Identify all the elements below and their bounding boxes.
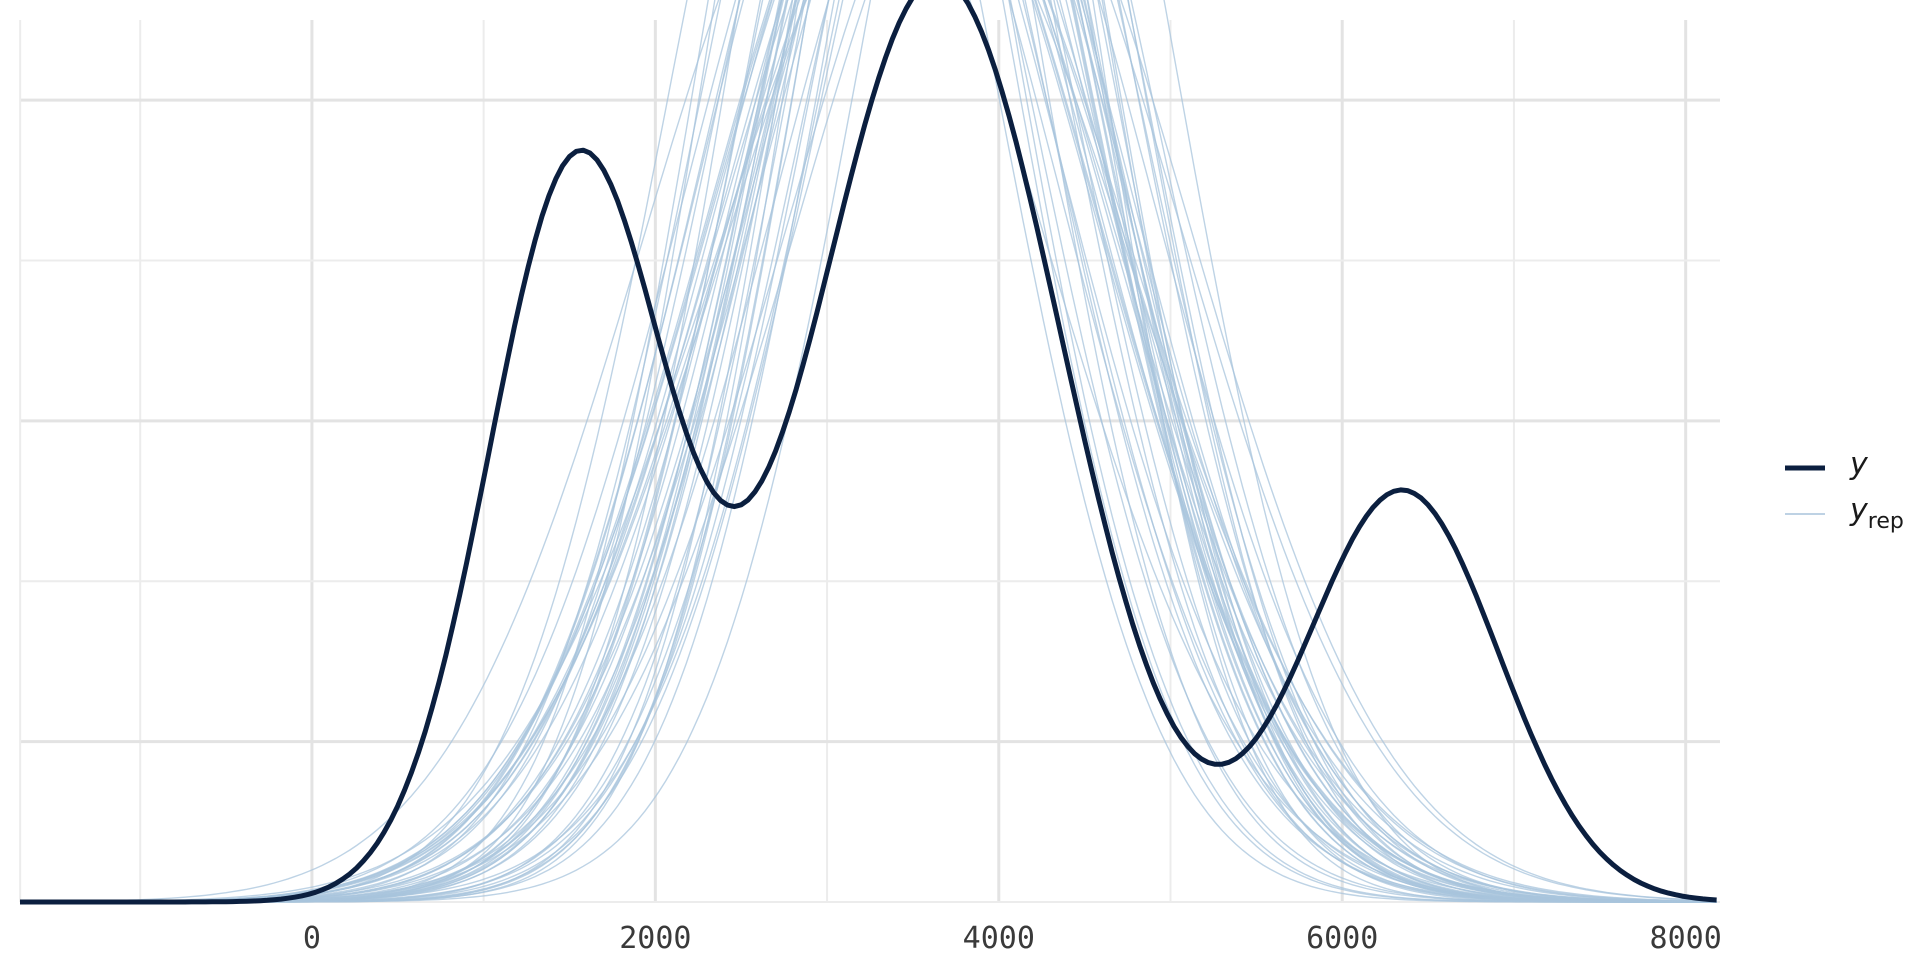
legend-label-yrep-main: y xyxy=(1849,493,1869,528)
x-tick-label-0: 0 xyxy=(303,921,321,956)
yrep-line-21 xyxy=(20,0,1717,903)
y-series xyxy=(20,0,1717,905)
yrep-line-36 xyxy=(20,0,1717,903)
yrep-line-10 xyxy=(20,0,1717,903)
x-tick-label-3: 6000 xyxy=(1306,921,1378,956)
yrep-line-46 xyxy=(20,0,1717,903)
yrep-line-17 xyxy=(20,0,1717,903)
yrep-line-13 xyxy=(20,0,1717,903)
yrep-line-35 xyxy=(20,0,1717,903)
yrep-line-31 xyxy=(20,0,1717,903)
legend: y yrep xyxy=(1785,447,1904,534)
grid-lines xyxy=(19,20,1720,903)
yrep-line-12 xyxy=(20,0,1717,903)
x-tick-label-4: 8000 xyxy=(1650,921,1722,956)
yrep-line-8 xyxy=(20,0,1717,903)
yrep-line-24 xyxy=(20,0,1717,903)
yrep-line-32 xyxy=(20,0,1717,903)
yrep-line-19 xyxy=(20,0,1717,903)
yrep-line-2 xyxy=(20,0,1717,903)
yrep-line-27 xyxy=(20,0,1717,903)
yrep-line-38 xyxy=(20,0,1717,903)
legend-label-y: y xyxy=(1849,447,1869,482)
yrep-line-45 xyxy=(20,0,1717,903)
yrep-line-3 xyxy=(20,0,1717,903)
yrep-line-42 xyxy=(20,0,1717,903)
yrep-line-15 xyxy=(20,0,1717,903)
yrep-line-33 xyxy=(20,0,1717,903)
x-tick-label-2: 4000 xyxy=(963,921,1035,956)
yrep-line-49 xyxy=(20,0,1717,903)
yrep-line-47 xyxy=(19,0,1717,903)
yrep-line-39 xyxy=(20,0,1717,903)
x-axis-ticks: 0 2000 4000 6000 8000 xyxy=(303,921,1722,956)
yrep-line-28 xyxy=(20,0,1717,903)
yrep-line-30 xyxy=(20,0,1717,903)
yrep-line-9 xyxy=(20,0,1717,903)
yrep-line-48 xyxy=(20,0,1717,903)
yrep-line-44 xyxy=(20,0,1717,903)
yrep-line-37 xyxy=(20,0,1717,903)
legend-label-yrep: yrep xyxy=(1849,493,1904,534)
yrep-line-1 xyxy=(20,0,1717,903)
yrep-line-0 xyxy=(20,0,1717,903)
yrep-line-26 xyxy=(20,0,1717,903)
yrep-line-43 xyxy=(20,0,1717,903)
legend-label-yrep-sub: rep xyxy=(1868,509,1904,534)
x-tick-label-1: 2000 xyxy=(619,921,691,956)
yrep-line-4 xyxy=(20,0,1717,903)
yrep-line-16 xyxy=(20,0,1717,903)
yrep-line-40 xyxy=(20,0,1717,903)
yrep-line-11 xyxy=(20,0,1717,903)
yrep-line-23 xyxy=(20,0,1717,903)
y-line xyxy=(20,0,1717,905)
yrep-series xyxy=(19,0,1717,903)
yrep-line-18 xyxy=(20,0,1717,903)
yrep-line-14 xyxy=(20,0,1717,903)
yrep-line-34 xyxy=(20,0,1717,903)
yrep-line-22 xyxy=(20,0,1717,903)
yrep-line-20 xyxy=(20,0,1717,903)
yrep-line-7 xyxy=(20,0,1717,903)
yrep-line-5 xyxy=(20,0,1717,903)
yrep-line-6 xyxy=(20,0,1717,903)
yrep-line-29 xyxy=(20,0,1717,903)
yrep-line-41 xyxy=(19,0,1717,903)
yrep-line-25 xyxy=(20,0,1717,903)
